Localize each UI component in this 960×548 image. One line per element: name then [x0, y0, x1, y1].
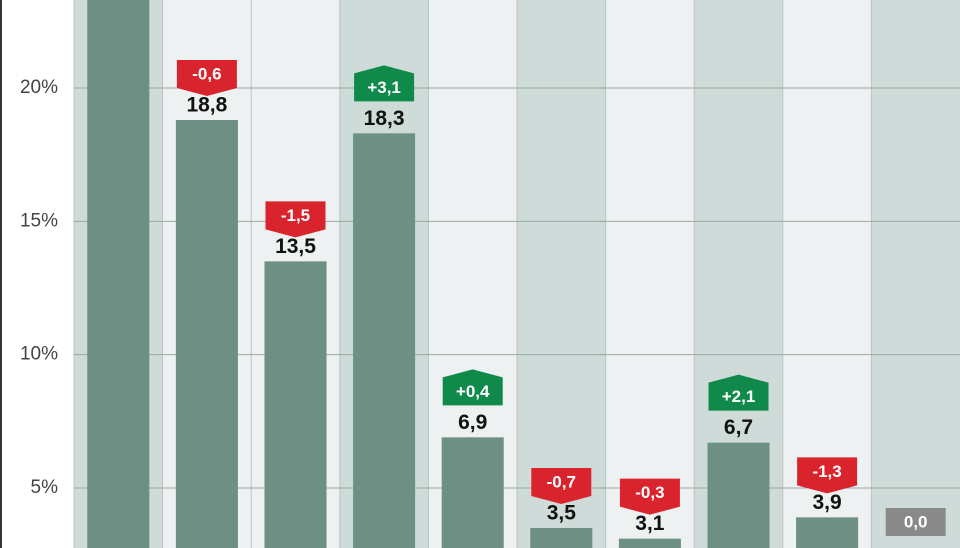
change-badge — [797, 457, 858, 494]
change-label: -0,6 — [192, 64, 221, 83]
change-badge — [531, 468, 592, 504]
change-badge — [885, 508, 946, 536]
bar — [441, 437, 504, 548]
change-label: +0,4 — [456, 382, 490, 401]
value-label: 3,5 — [547, 502, 577, 525]
bar — [175, 120, 238, 548]
change-label: 0,0 — [904, 512, 928, 531]
change-badge — [176, 60, 237, 96]
change-label: -0,3 — [635, 483, 664, 502]
bar — [796, 517, 859, 548]
change-label: -1,5 — [281, 206, 310, 225]
change-badge — [708, 374, 769, 411]
value-label: 3,9 — [812, 491, 841, 514]
bar — [264, 261, 327, 548]
change-label: -1,3 — [812, 462, 841, 481]
change-badge — [619, 478, 680, 515]
column-stripe — [871, 0, 960, 548]
change-badge — [354, 65, 415, 102]
y-tick-label: 10% — [20, 344, 58, 365]
y-tick-label: 20% — [20, 77, 58, 98]
change-badge — [442, 369, 503, 406]
bar — [530, 528, 593, 548]
value-label: 6,7 — [724, 416, 753, 439]
y-tick-label: 15% — [20, 210, 58, 231]
change-label: +2,1 — [722, 387, 756, 406]
change-label: +3,1 — [367, 78, 401, 97]
column-stripe — [605, 0, 695, 548]
value-label: 18,8 — [186, 94, 227, 117]
column-stripe — [782, 0, 872, 548]
value-label: 6,9 — [458, 411, 487, 434]
change-label: -0,7 — [547, 472, 576, 491]
bar — [87, 0, 150, 548]
bar — [707, 442, 770, 548]
bar — [618, 538, 681, 548]
y-tick-label: 5% — [31, 477, 59, 498]
value-label: 18,3 — [364, 107, 405, 130]
change-badge — [265, 201, 326, 238]
value-label: 13,5 — [275, 235, 316, 258]
column-stripe — [517, 0, 606, 548]
bar — [353, 133, 416, 548]
value-label: 3,1 — [635, 512, 665, 535]
